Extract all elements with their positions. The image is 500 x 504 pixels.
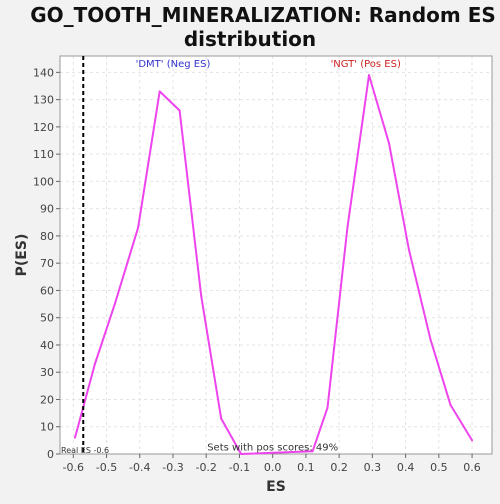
data-point-0-10	[326, 406, 329, 409]
data-point-0-8	[240, 453, 243, 455]
y-tick-label-13: 130	[33, 94, 54, 107]
y-axis-label: P(ES)	[14, 234, 30, 277]
data-point-0-15	[429, 338, 432, 341]
y-tick-label-11: 110	[33, 148, 54, 161]
data-point-0-12	[368, 74, 371, 77]
data-point-0-0	[73, 436, 76, 439]
data-point-0-11	[346, 226, 349, 229]
x-tick-label-12: 0.6	[463, 461, 481, 474]
real-es-label: Real ES -0.6	[61, 446, 109, 455]
data-point-0-5	[178, 109, 181, 112]
data-point-0-1	[93, 363, 96, 366]
y-tick-label-10: 100	[33, 175, 54, 188]
data-point-0-13	[387, 142, 390, 145]
x-tick-label-6: 0.0	[264, 461, 282, 474]
series-line-0	[74, 74, 473, 455]
y-tick-label-0: 0	[47, 448, 54, 461]
data-point-0-17	[471, 439, 474, 442]
annotation-2: Sets with pos scores: 49%	[207, 443, 338, 454]
x-axis-label: ES	[266, 479, 286, 495]
y-tick-label-5: 50	[40, 312, 54, 325]
data-point-0-4	[158, 90, 161, 93]
x-tick-label-2: -0.4	[129, 461, 150, 474]
data-point-0-3	[137, 226, 140, 229]
chart-title-line1: GO_TOOTH_MINERALIZATION: Random ES	[30, 3, 496, 27]
data-point-0-2	[113, 303, 116, 306]
y-tick-label-8: 80	[40, 230, 54, 243]
x-tick-label-9: 0.3	[364, 461, 382, 474]
y-tick-label-2: 20	[40, 393, 54, 406]
annotation-0: 'DMT' (Neg ES)	[136, 59, 211, 70]
plot-area	[60, 56, 492, 454]
chart-title-line2: distribution	[184, 27, 316, 51]
data-point-0-16	[449, 403, 452, 406]
x-tick-label-11: 0.5	[430, 461, 448, 474]
data-point-0-9	[311, 450, 314, 453]
y-tick-label-6: 60	[40, 284, 54, 297]
y-tick-label-1: 10	[40, 421, 54, 434]
data-point-0-6	[200, 294, 203, 297]
y-tick-label-7: 70	[40, 257, 54, 270]
x-tick-label-0: -0.6	[63, 461, 84, 474]
x-tick-label-7: 0.1	[297, 461, 315, 474]
x-tick-label-1: -0.5	[96, 461, 117, 474]
y-tick-label-12: 120	[33, 121, 54, 134]
y-tick-label-3: 30	[40, 366, 54, 379]
y-tick-label-4: 40	[40, 339, 54, 352]
x-tick-label-3: -0.3	[162, 461, 183, 474]
data-point-0-14	[407, 248, 410, 251]
data-point-0-7	[220, 417, 223, 420]
x-tick-label-10: 0.4	[397, 461, 415, 474]
plot-border	[59, 55, 493, 455]
y-tick-label-9: 90	[40, 203, 54, 216]
annotation-1: 'NGT' (Pos ES)	[331, 59, 401, 70]
x-tick-label-8: 0.2	[330, 461, 348, 474]
y-tick-label-14: 140	[33, 66, 54, 79]
x-tick-label-5: -0.1	[229, 461, 250, 474]
x-tick-label-4: -0.2	[195, 461, 216, 474]
